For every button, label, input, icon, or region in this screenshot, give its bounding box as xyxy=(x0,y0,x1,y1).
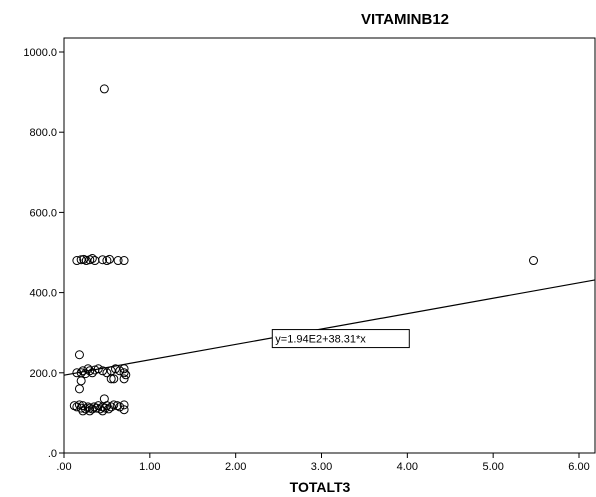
fit-equation-box: y=1.94E2+38.31*x xyxy=(271,329,410,349)
data-point xyxy=(119,368,129,378)
data-point xyxy=(119,405,129,415)
data-point xyxy=(106,374,116,384)
x-tick-label: 2.00 xyxy=(225,461,246,473)
x-tick-label: 3.00 xyxy=(311,461,332,473)
y-tick-label: .0 xyxy=(48,448,57,460)
y-axis: .0 200.0 400.0 600.0 800.0 1000.0 xyxy=(23,47,64,460)
data-point xyxy=(121,370,131,380)
data-point xyxy=(98,366,108,376)
y-tick-label: 800.0 xyxy=(29,127,57,139)
data-points xyxy=(69,84,539,416)
data-point xyxy=(119,374,129,384)
data-point xyxy=(93,364,103,374)
data-point xyxy=(119,364,129,374)
data-point xyxy=(72,256,82,266)
data-point xyxy=(109,374,119,384)
fit-equation-border xyxy=(271,329,410,349)
chart-title: VITAMINB12 xyxy=(361,11,449,28)
x-tick-label: 4.00 xyxy=(397,461,418,473)
y-tick-label: 400.0 xyxy=(29,288,57,300)
data-point xyxy=(119,256,129,266)
x-tick-label: 5.00 xyxy=(482,461,503,473)
data-point xyxy=(85,366,95,376)
data-point xyxy=(85,406,95,416)
y-tick-label: 200.0 xyxy=(29,368,57,380)
data-point xyxy=(99,394,109,404)
data-point xyxy=(111,364,120,374)
data-point xyxy=(74,350,84,360)
x-tick-label: 1.00 xyxy=(139,461,160,473)
fit-line xyxy=(63,279,596,376)
fit-equation-label: y=1.94E2+38.31*x xyxy=(275,334,366,346)
data-point xyxy=(113,256,123,266)
data-point xyxy=(109,400,119,410)
data-point xyxy=(529,256,539,266)
data-point xyxy=(76,403,86,413)
x-axis: .00 1.00 2.00 3.00 4.00 5.00 6.00 xyxy=(56,453,590,473)
data-point xyxy=(74,384,84,394)
x-tick-label: 6.00 xyxy=(568,461,589,473)
data-point xyxy=(72,368,82,378)
data-point xyxy=(104,254,114,264)
data-point xyxy=(78,406,88,416)
x-tick-label: .00 xyxy=(56,461,71,473)
y-tick-label: 600.0 xyxy=(29,207,57,219)
data-point xyxy=(106,402,116,412)
data-point xyxy=(98,255,108,265)
data-point xyxy=(98,406,108,416)
data-point xyxy=(87,254,97,264)
data-point xyxy=(119,400,129,410)
plot-area xyxy=(63,37,596,454)
data-point xyxy=(80,404,90,414)
y-tick-label: 1000.0 xyxy=(23,47,57,59)
x-axis-label: TOTALT3 xyxy=(290,479,351,495)
data-point xyxy=(100,403,110,413)
data-point xyxy=(78,366,88,376)
data-point xyxy=(102,368,112,378)
data-point xyxy=(99,84,109,94)
data-point xyxy=(81,256,91,266)
